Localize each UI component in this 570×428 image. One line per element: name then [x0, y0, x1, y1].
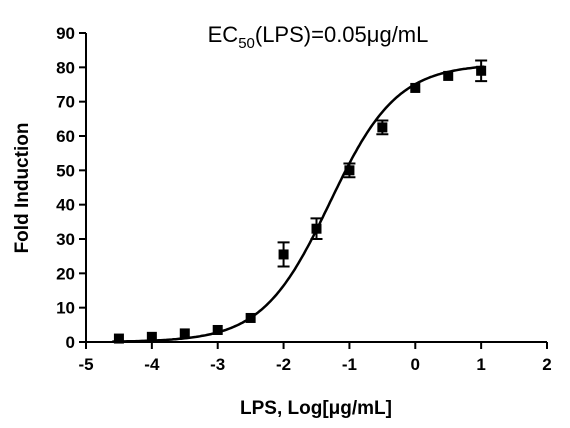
y-tick-label: 40 — [56, 196, 75, 215]
y-axis-label: Fold Induction — [12, 123, 33, 254]
chart-title: EC50(LPS)=0.05μg/mL — [208, 22, 429, 52]
x-tick-label: -2 — [276, 355, 291, 374]
point — [278, 249, 289, 260]
point — [476, 65, 487, 76]
y-tick-label: 70 — [56, 93, 75, 112]
point — [245, 312, 256, 323]
y-tick-label: 80 — [56, 58, 75, 77]
title-subscript: 50 — [238, 35, 255, 52]
y-tick-label: 30 — [56, 230, 75, 249]
point — [311, 223, 322, 234]
y-tick-label: 60 — [56, 127, 75, 146]
x-tick-label: -1 — [342, 355, 357, 374]
point — [344, 165, 355, 176]
x-tick-label: -5 — [78, 355, 93, 374]
point — [377, 122, 388, 133]
point — [146, 331, 157, 342]
point — [179, 328, 190, 339]
y-tick-label: 50 — [56, 161, 75, 180]
title-part: EC — [208, 22, 239, 47]
y-tick-label: 0 — [66, 333, 75, 352]
point — [410, 82, 421, 93]
x-tick-label: -3 — [210, 355, 225, 374]
x-tick-label: 2 — [542, 355, 551, 374]
y-tick-label: 10 — [56, 299, 75, 318]
x-tick-label: 1 — [476, 355, 485, 374]
y-tick-label: 90 — [56, 24, 75, 43]
x-tick-label: 0 — [411, 355, 420, 374]
y-tick-label: 20 — [56, 264, 75, 283]
title-part: (LPS)=0.05μg/mL — [255, 22, 429, 47]
x-axis-label: LPS, Log[μg/mL] — [240, 398, 392, 419]
fit-curve — [112, 65, 485, 343]
point — [443, 70, 454, 81]
point — [212, 324, 223, 335]
point — [113, 333, 124, 344]
x-tick-label: -4 — [144, 355, 160, 374]
